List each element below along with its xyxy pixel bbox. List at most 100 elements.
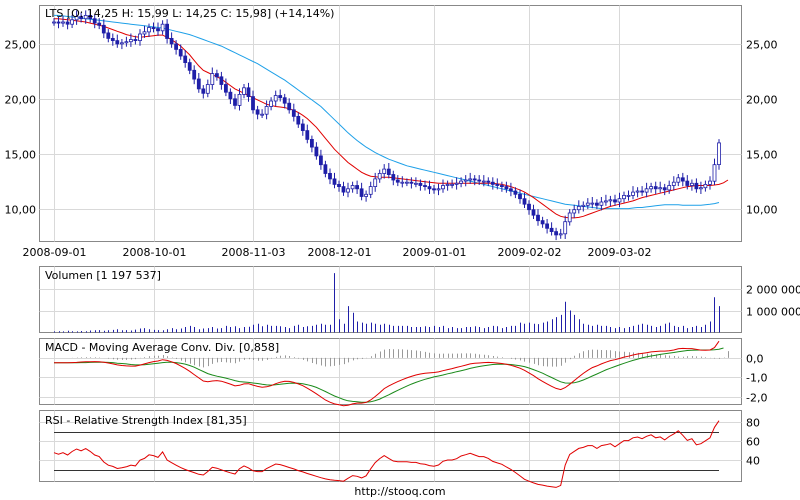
- candle-body: [699, 187, 703, 190]
- candle-body: [201, 88, 206, 94]
- candle-body: [599, 201, 604, 206]
- macd-signal-line: [54, 347, 724, 403]
- volume-y-tick-label: 1 000 000: [746, 306, 800, 319]
- x-tick-label: 2008-12-01: [308, 246, 372, 259]
- candle-body: [251, 96, 255, 111]
- candle-body: [540, 220, 545, 225]
- candle-body: [400, 181, 405, 184]
- candle-body: [409, 181, 414, 184]
- candle-body: [228, 91, 233, 100]
- candle-body: [133, 39, 138, 42]
- candle-body: [291, 109, 296, 117]
- candle-body: [703, 183, 708, 189]
- candle-body: [423, 185, 427, 188]
- source-link[interactable]: http://stooq.com: [354, 485, 446, 498]
- price-grid: [39, 5, 742, 242]
- candle-body: [513, 190, 518, 195]
- candle-body: [323, 164, 328, 174]
- candle-body: [468, 178, 473, 181]
- candle-body: [287, 102, 292, 111]
- candle-body: [558, 233, 563, 236]
- candle-body: [61, 21, 65, 24]
- candle-body: [690, 182, 694, 186]
- candle-body: [192, 69, 197, 80]
- price-plot-area: [39, 5, 742, 242]
- y-tick-label-left: 10,00: [5, 204, 37, 217]
- candle-body: [214, 73, 219, 78]
- candle-body: [341, 186, 346, 193]
- y-tick-label-right: 15,00: [746, 149, 778, 162]
- candle-body: [527, 203, 531, 211]
- x-tick-label: 2009-03-02: [588, 246, 652, 259]
- macd-y-tick-label: -2,0: [746, 392, 767, 405]
- candle-body: [328, 172, 332, 180]
- rsi-grid: [39, 410, 742, 482]
- candle-body: [74, 16, 79, 21]
- candle-body: [441, 185, 445, 190]
- candle-body: [608, 199, 613, 202]
- candle-body: [83, 14, 88, 20]
- candle-body: [101, 24, 106, 34]
- candle-body: [536, 214, 540, 222]
- candle-body: [382, 168, 387, 174]
- candle-body: [205, 84, 210, 94]
- candle-body: [644, 188, 649, 193]
- candle-body: [685, 180, 690, 186]
- candle-body: [368, 186, 373, 195]
- candle-body: [617, 198, 622, 203]
- candle-body: [359, 188, 364, 197]
- candle-body: [576, 205, 581, 211]
- candle-body: [604, 200, 608, 203]
- candle-body: [223, 84, 228, 93]
- candle-body: [463, 179, 468, 182]
- candle-body: [242, 87, 246, 95]
- candle-body: [432, 188, 436, 191]
- candle-body: [346, 188, 350, 193]
- price-marks: 2008-09-01 2008-10-01 2008-11-03 2008-12-01…: [5, 9, 778, 259]
- candle-body: [640, 190, 644, 193]
- candle-body: [595, 202, 599, 206]
- candle-body: [635, 190, 640, 193]
- candle-body: [97, 22, 102, 26]
- candle-body: [504, 186, 509, 190]
- candle-body: [522, 198, 527, 205]
- candle-body: [481, 180, 486, 183]
- price-title: LTS [O: 14,25 H: 15,99 L: 14,25 C: 15,98…: [45, 7, 334, 20]
- candle-body: [377, 172, 382, 180]
- candle-body: [332, 178, 337, 185]
- candle-body: [490, 181, 495, 185]
- candle-body: [680, 177, 685, 182]
- candle-body: [413, 182, 418, 185]
- candle-body: [671, 181, 676, 186]
- candle-body: [508, 188, 513, 192]
- candle-body: [454, 182, 459, 185]
- candle-body: [708, 180, 712, 185]
- candle-body: [147, 27, 151, 33]
- candle-body: [653, 186, 658, 190]
- candle-body: [151, 27, 156, 30]
- candle-body: [418, 182, 423, 186]
- x-tick-label: 2008-10-01: [123, 246, 187, 259]
- candle-body: [318, 155, 323, 166]
- candle-body: [662, 187, 667, 191]
- candle-body: [309, 138, 314, 148]
- volume-y-tick-label: 2 000 000: [746, 284, 800, 297]
- candle-body: [56, 21, 61, 24]
- candle-body: [110, 38, 115, 42]
- candle-body: [88, 14, 93, 20]
- volume-grid: [39, 266, 742, 333]
- candle-body: [676, 177, 681, 183]
- candle-body: [65, 21, 70, 25]
- candle-body: [567, 212, 572, 223]
- candle-body: [531, 209, 536, 216]
- candle-body: [386, 168, 391, 176]
- candle-body: [174, 43, 179, 50]
- candle-body: [165, 23, 170, 39]
- candle-body: [581, 204, 586, 207]
- x-tick-label: 2008-09-01: [23, 246, 87, 259]
- candle-body: [712, 164, 717, 182]
- volume-panel: 1 000 000 2 000 000 Volumen [1 197 537]: [39, 266, 800, 333]
- candle-body: [350, 185, 355, 190]
- x-tick-label: 2009-01-01: [403, 246, 467, 259]
- candle-body: [373, 178, 378, 187]
